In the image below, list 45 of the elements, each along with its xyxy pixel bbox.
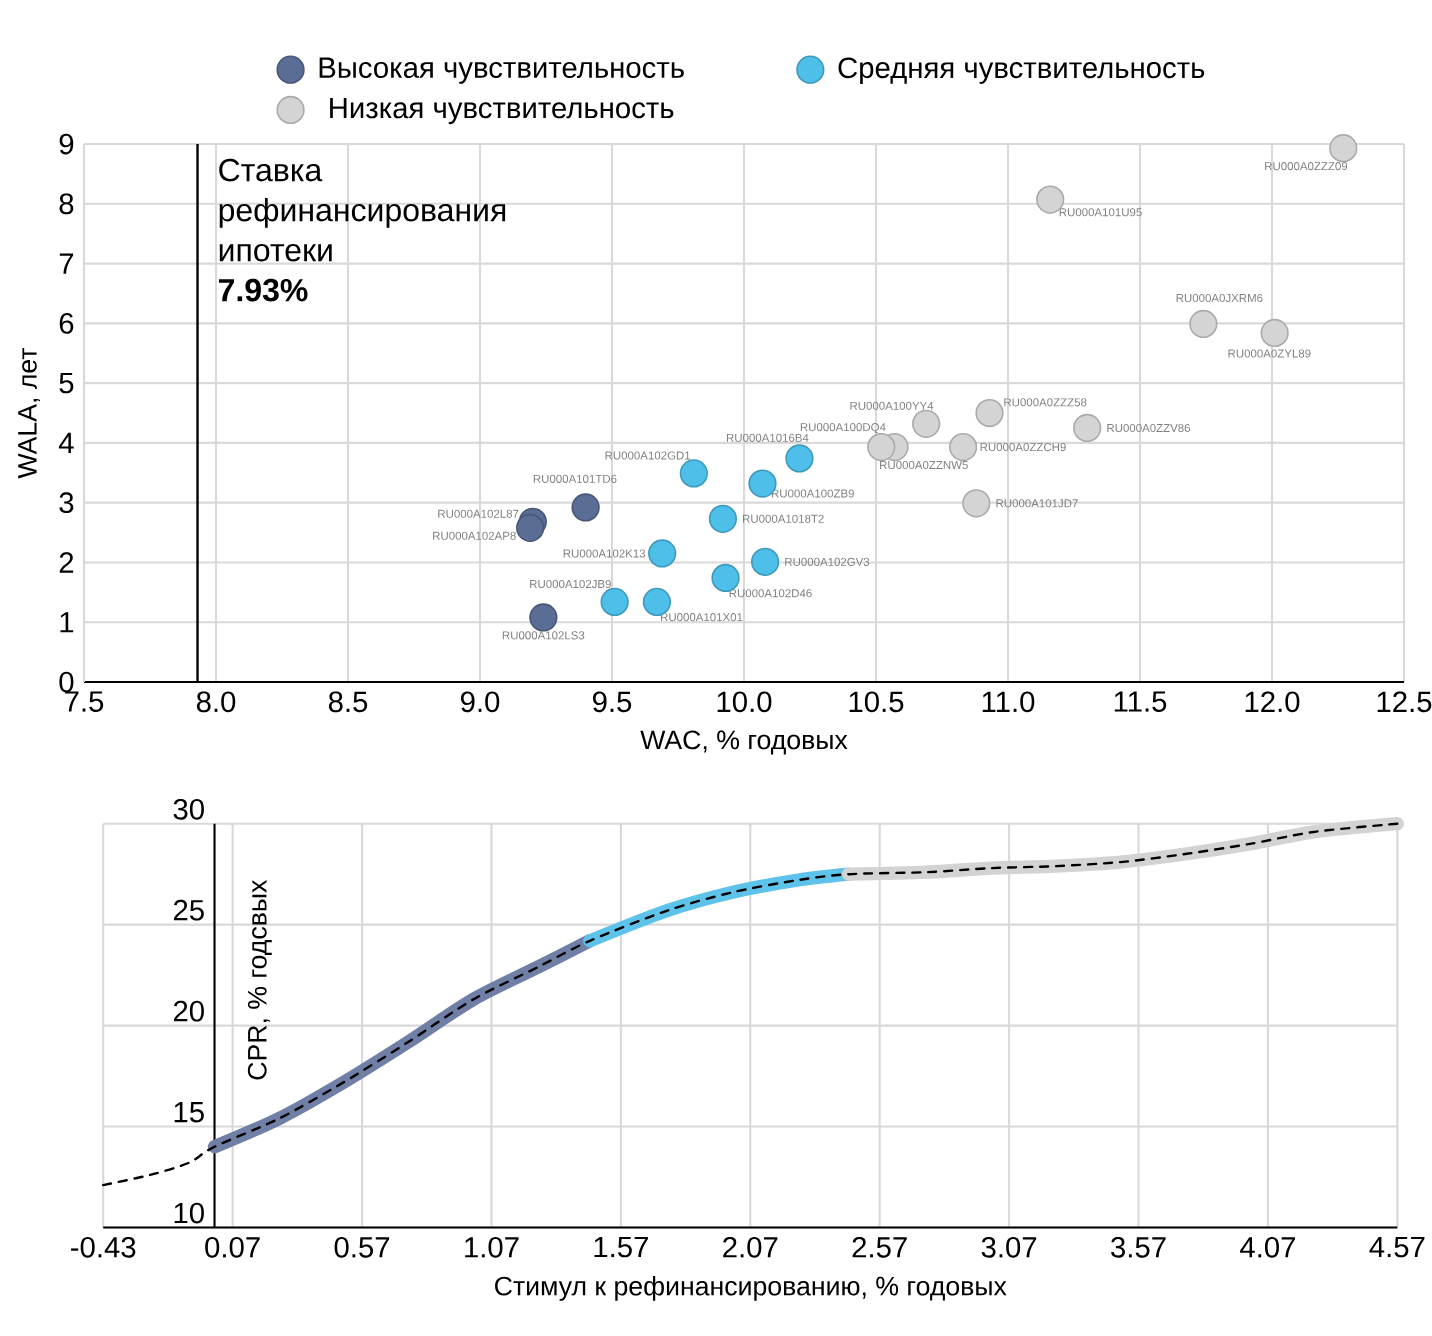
- y-axis-title: CPR, % годсвых: [247, 879, 272, 1080]
- y-tick-label: 1: [60, 612, 74, 633]
- x-tick-label: 4.07: [1240, 1236, 1296, 1258]
- y-tick-label: 8: [59, 193, 74, 215]
- x-tick-label: 2.57: [852, 1236, 907, 1258]
- x-tick-label: 9.0: [461, 691, 500, 713]
- legend-label: Низкая чувствительность: [330, 97, 674, 125]
- x-axis-title: Стимул к рефинансированию, % годовых: [495, 1275, 1007, 1301]
- y-tick-label: 20: [173, 1000, 204, 1022]
- x-tick-label: 11.5: [1114, 691, 1167, 712]
- x-tick-label: 0.07: [205, 1236, 260, 1258]
- legend-label: Высокая чувствительность: [319, 57, 684, 84]
- x-tick-label: 0.57: [334, 1236, 390, 1258]
- y-tick-label: 9: [59, 133, 74, 155]
- x-tick-label: 1.07: [465, 1236, 519, 1258]
- x-tick-label: 12.5: [1377, 691, 1432, 713]
- y-tick-label: 7: [59, 253, 74, 274]
- x-tick-label: 8.5: [328, 691, 368, 713]
- x-tick-label: 3.07: [981, 1236, 1037, 1258]
- x-tick-label: 10.0: [717, 691, 772, 713]
- x-tick-label: 3.57: [1111, 1236, 1166, 1258]
- x-tick-label: 11.0: [982, 691, 1035, 713]
- x-tick-label: 9.5: [593, 691, 632, 713]
- y-tick-label: 3: [59, 492, 74, 514]
- x-tick-label: 1.57: [594, 1236, 648, 1258]
- y-tick-label: 5: [59, 372, 74, 394]
- y-tick-label: 15: [174, 1102, 204, 1123]
- y-tick-label: 30: [173, 798, 204, 820]
- y-tick-label: 6: [59, 313, 74, 334]
- legend-label: Средняя чувствительность: [838, 57, 1205, 84]
- x-tick-label: 4.57: [1369, 1236, 1425, 1258]
- y-tick-label: 10: [174, 1202, 204, 1224]
- ref-line-label: Ставка рефинансирования ипотеки 7.93%: [218, 158, 506, 302]
- x-axis-title: WAC, % годовых: [640, 730, 848, 755]
- x-tick-label: 7.5: [65, 691, 104, 712]
- x-tick-label: 12.0: [1245, 691, 1300, 713]
- y-tick-label: 0: [59, 671, 74, 693]
- x-tick-label: 8.0: [196, 691, 236, 713]
- x-tick-label: -0.43: [71, 1236, 136, 1258]
- x-tick-label: 2.07: [723, 1236, 778, 1258]
- y-tick-label: 25: [173, 899, 204, 921]
- y-tick-label: 2: [59, 552, 74, 573]
- y-tick-label: 4: [58, 432, 74, 453]
- x-tick-label: 10.5: [849, 691, 904, 713]
- y-axis-title: WALA, лет: [18, 347, 40, 479]
